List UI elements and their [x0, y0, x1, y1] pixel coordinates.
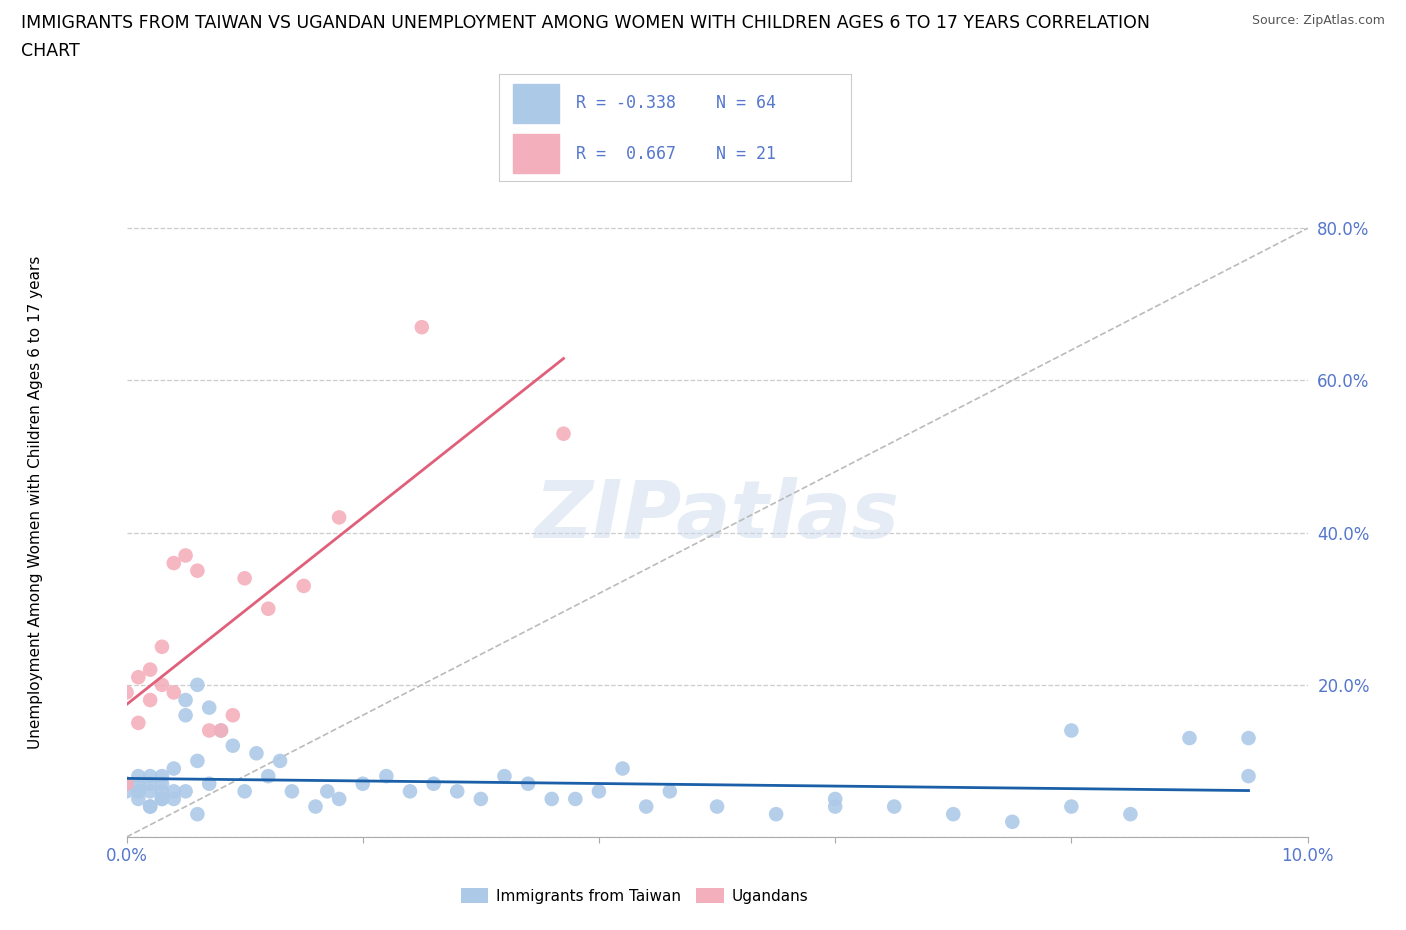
Bar [513, 84, 560, 123]
Point [706, 799, 728, 814]
Point [174, 548, 197, 563]
Point [198, 700, 221, 715]
Point [139, 769, 162, 784]
Point [186, 806, 208, 821]
Point [150, 677, 173, 692]
Point [127, 777, 149, 791]
Point [1178, 731, 1201, 746]
Point [1237, 731, 1260, 746]
Point [127, 784, 149, 799]
Point [233, 571, 256, 586]
Point [257, 602, 280, 617]
Point [139, 662, 162, 677]
Point [139, 784, 162, 799]
Point [636, 799, 658, 814]
Point [127, 769, 149, 784]
Point [269, 753, 291, 768]
Point [245, 746, 267, 761]
Point [198, 777, 221, 791]
Point [127, 715, 149, 730]
Point [517, 777, 540, 791]
Text: R = -0.338    N = 64: R = -0.338 N = 64 [576, 94, 776, 113]
Text: ZIPatlas: ZIPatlas [534, 476, 900, 554]
Point [375, 769, 398, 784]
Point [411, 320, 433, 335]
Point [883, 799, 905, 814]
Point [150, 769, 173, 784]
Point [612, 761, 634, 776]
Point [824, 791, 846, 806]
Point [127, 670, 149, 684]
Point [127, 791, 149, 806]
Point [281, 784, 304, 799]
Point [150, 791, 173, 806]
Text: Unemployment Among Women with Children Ages 6 to 17 years: Unemployment Among Women with Children A… [28, 256, 42, 749]
Point [942, 806, 965, 821]
Point [588, 784, 610, 799]
Point [139, 693, 162, 708]
Point [115, 784, 138, 799]
Point [174, 708, 197, 723]
Text: IMMIGRANTS FROM TAIWAN VS UGANDAN UNEMPLOYMENT AMONG WOMEN WITH CHILDREN AGES 6 : IMMIGRANTS FROM TAIWAN VS UGANDAN UNEMPL… [21, 14, 1150, 32]
Point [658, 784, 681, 799]
Point [186, 753, 208, 768]
Point [150, 784, 173, 799]
Point [1060, 723, 1083, 737]
Point [399, 784, 422, 799]
Point [292, 578, 315, 593]
Bar [513, 134, 560, 173]
Point [174, 693, 197, 708]
Point [222, 708, 245, 723]
Point [186, 564, 208, 578]
Point [316, 784, 339, 799]
Point [233, 784, 256, 799]
Point [139, 799, 162, 814]
Text: Source: ZipAtlas.com: Source: ZipAtlas.com [1251, 14, 1385, 27]
Point [1060, 799, 1083, 814]
Point [540, 791, 562, 806]
Point [139, 799, 162, 814]
Point [765, 806, 787, 821]
Point [163, 761, 186, 776]
Point [824, 799, 846, 814]
Text: R =  0.667    N = 21: R = 0.667 N = 21 [576, 144, 776, 163]
Text: CHART: CHART [21, 42, 80, 60]
Point [163, 784, 186, 799]
Point [115, 777, 138, 791]
Point [422, 777, 444, 791]
Point [163, 791, 186, 806]
Point [1001, 815, 1024, 830]
Point [1237, 769, 1260, 784]
Point [257, 769, 280, 784]
Point [222, 738, 245, 753]
Point [564, 791, 586, 806]
Point [1119, 806, 1142, 821]
Point [209, 723, 232, 737]
Point [186, 677, 208, 692]
Point [139, 777, 162, 791]
Point [115, 685, 138, 700]
Point [494, 769, 516, 784]
Point [150, 639, 173, 654]
Point [150, 791, 173, 806]
Point [198, 723, 221, 737]
Point [150, 777, 173, 791]
Point [352, 777, 374, 791]
Legend: Immigrants from Taiwan, Ugandans: Immigrants from Taiwan, Ugandans [454, 882, 814, 910]
Point [127, 784, 149, 799]
Point [470, 791, 492, 806]
Point [209, 723, 232, 737]
Point [163, 555, 186, 570]
Point [163, 685, 186, 700]
Point [328, 791, 350, 806]
Point [328, 510, 350, 525]
Point [304, 799, 326, 814]
Point [115, 777, 138, 791]
Point [174, 784, 197, 799]
Point [553, 426, 575, 441]
Point [446, 784, 468, 799]
